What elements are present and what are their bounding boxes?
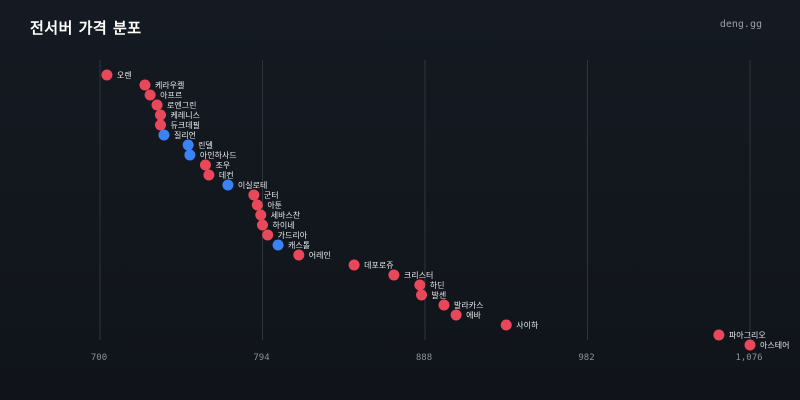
point-marker[interactable] bbox=[450, 309, 462, 321]
point-marker[interactable] bbox=[182, 139, 194, 151]
data-point[interactable]: 질리언 bbox=[158, 129, 196, 141]
data-point[interactable]: 로엔그린 bbox=[151, 99, 197, 111]
point-marker[interactable] bbox=[151, 99, 163, 111]
point-marker[interactable] bbox=[222, 179, 234, 191]
x-tick-label: 700 bbox=[91, 353, 107, 363]
point-label: 아스테어 bbox=[760, 340, 789, 350]
point-marker[interactable] bbox=[713, 329, 725, 341]
point-marker[interactable] bbox=[257, 219, 268, 231]
point-marker[interactable] bbox=[416, 289, 428, 301]
point-label: 캐스톨 bbox=[288, 241, 310, 250]
point-label: 크리스터 bbox=[404, 271, 433, 280]
point-marker[interactable] bbox=[199, 159, 211, 171]
point-label: 조우 bbox=[215, 161, 230, 170]
point-marker[interactable] bbox=[388, 269, 400, 281]
point-label: 케레니스 bbox=[171, 110, 200, 120]
point-label: 데포로쥬 bbox=[364, 261, 393, 270]
point-marker[interactable] bbox=[158, 129, 170, 141]
data-point[interactable]: 군터 bbox=[248, 189, 279, 201]
brand-label: deng.gg bbox=[719, 19, 762, 30]
point-label: 오렌 bbox=[117, 70, 132, 80]
point-marker[interactable] bbox=[155, 109, 167, 121]
point-marker[interactable] bbox=[155, 119, 167, 131]
data-point[interactable]: 캐스톨 bbox=[272, 239, 311, 251]
data-point[interactable]: 케레니스 bbox=[155, 109, 200, 121]
point-label: 발센 bbox=[432, 290, 447, 300]
data-point[interactable]: 듀크데필 bbox=[155, 119, 200, 131]
data-point[interactable]: 케라우켈 bbox=[139, 79, 184, 91]
point-marker[interactable] bbox=[438, 299, 450, 311]
data-point[interactable]: 조우 bbox=[199, 159, 230, 171]
data-points: 오렌케라우켈아프르로엔그린케레니스듀크데필질리언린델아인하사드조우데컨이실로테군… bbox=[101, 69, 790, 351]
data-point[interactable]: 아스테어 bbox=[744, 339, 790, 351]
data-point[interactable]: 데포로쥬 bbox=[348, 259, 394, 271]
point-label: 군터 bbox=[264, 191, 279, 200]
point-label: 케라우켈 bbox=[155, 81, 184, 90]
point-label: 듀크데필 bbox=[171, 120, 200, 130]
data-point[interactable]: 세바스찬 bbox=[255, 209, 301, 221]
point-marker[interactable] bbox=[348, 259, 360, 271]
x-tick-label: 982 bbox=[578, 353, 594, 363]
data-point[interactable]: 아툰 bbox=[251, 199, 282, 211]
data-point[interactable]: 아인하사드 bbox=[184, 149, 237, 161]
data-point[interactable]: 발센 bbox=[416, 289, 447, 301]
data-point[interactable]: 어레인 bbox=[293, 249, 331, 261]
point-label: 아프르 bbox=[160, 90, 182, 100]
point-label: 에바 bbox=[466, 310, 481, 320]
point-label: 아인하사드 bbox=[200, 150, 237, 160]
data-point[interactable]: 하딘 bbox=[414, 279, 445, 291]
point-label: 세바스찬 bbox=[271, 210, 301, 220]
point-label: 어레인 bbox=[309, 250, 331, 260]
point-marker[interactable] bbox=[203, 169, 215, 181]
point-marker[interactable] bbox=[414, 279, 426, 291]
point-marker[interactable] bbox=[744, 339, 756, 351]
point-marker[interactable] bbox=[272, 239, 284, 251]
x-axis-ticks: 700 794 888 982 1,076 bbox=[91, 353, 763, 363]
data-point[interactable]: 오렌 bbox=[101, 69, 132, 81]
point-label: 사이하 bbox=[516, 320, 539, 330]
x-tick-label: 888 bbox=[416, 353, 432, 363]
data-point[interactable]: 파아그리오 bbox=[713, 329, 766, 341]
grid-layer bbox=[99, 60, 751, 340]
data-point[interactable]: 하이네 bbox=[257, 219, 295, 231]
point-label: 이실로테 bbox=[238, 180, 267, 190]
point-marker[interactable] bbox=[101, 69, 113, 81]
data-point[interactable]: 사이하 bbox=[500, 319, 539, 331]
data-point[interactable]: 발라카스 bbox=[438, 299, 484, 311]
point-label: 하딘 bbox=[430, 280, 445, 290]
point-label: 아툰 bbox=[267, 200, 282, 210]
point-marker[interactable] bbox=[293, 249, 305, 261]
point-marker[interactable] bbox=[500, 319, 512, 331]
data-point[interactable]: 린델 bbox=[182, 139, 213, 151]
point-label: 하이네 bbox=[273, 220, 295, 230]
data-point[interactable]: 이실로테 bbox=[222, 179, 267, 191]
page-title: 전서버 가격 분포 bbox=[30, 19, 142, 37]
point-label: 파아그리오 bbox=[729, 330, 766, 340]
data-point[interactable]: 아프르 bbox=[144, 89, 183, 101]
data-point[interactable]: 에바 bbox=[450, 309, 482, 321]
point-marker[interactable] bbox=[251, 199, 263, 211]
point-marker[interactable] bbox=[184, 149, 196, 161]
point-label: 발라카스 bbox=[454, 300, 483, 310]
point-marker[interactable] bbox=[139, 79, 151, 91]
point-label: 질리언 bbox=[174, 130, 196, 140]
point-marker[interactable] bbox=[262, 229, 274, 241]
point-label: 데컨 bbox=[219, 170, 234, 180]
data-point[interactable]: 데컨 bbox=[203, 169, 234, 181]
x-tick-label: 794 bbox=[253, 353, 269, 363]
point-label: 가드리아 bbox=[278, 230, 308, 240]
x-tick-label: 1,076 bbox=[735, 353, 762, 363]
point-marker[interactable] bbox=[144, 89, 156, 101]
data-point[interactable]: 가드리아 bbox=[262, 229, 308, 241]
point-marker[interactable] bbox=[255, 209, 267, 221]
point-label: 로엔그린 bbox=[167, 100, 196, 110]
data-point[interactable]: 크리스터 bbox=[388, 269, 433, 281]
point-marker[interactable] bbox=[248, 189, 260, 201]
point-label: 린델 bbox=[198, 140, 213, 150]
